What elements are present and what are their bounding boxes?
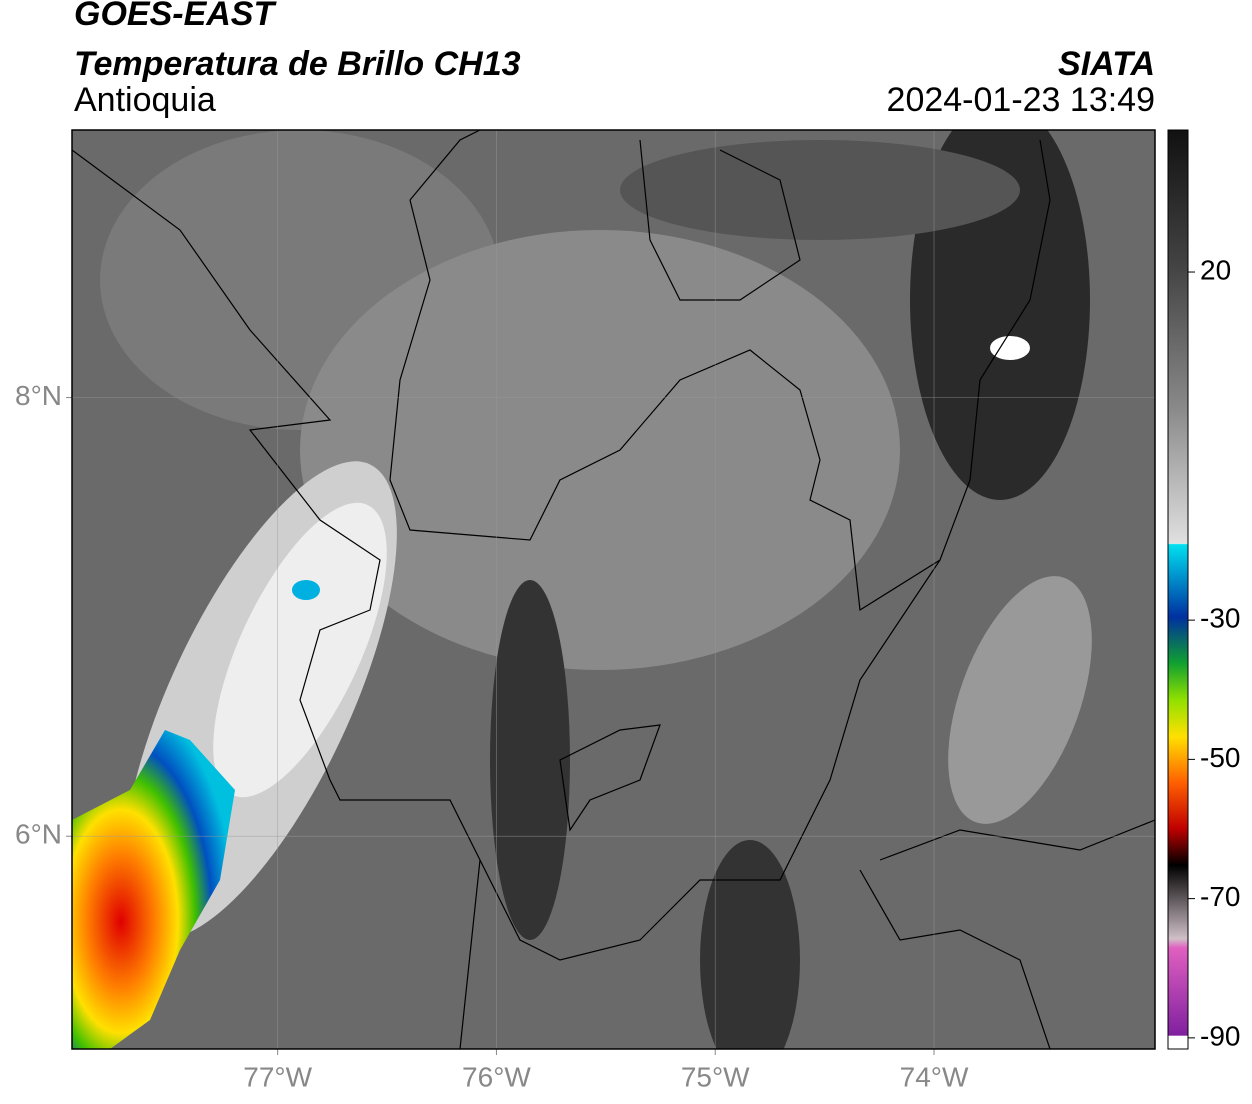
x-tick-label: 75°W xyxy=(681,1061,750,1092)
graticule xyxy=(66,130,1155,1055)
source: SIATA xyxy=(1058,45,1155,83)
subtitle: Temperatura de Brillo CH13 xyxy=(74,45,521,83)
timestamp: 2024-01-23 13:49 xyxy=(887,81,1155,119)
region: Antioquia xyxy=(74,81,216,119)
colorbar-tick-label: 20 xyxy=(1200,254,1231,285)
x-tick-label: 76°W xyxy=(462,1061,531,1092)
map-frame xyxy=(71,129,1156,1050)
map-image xyxy=(72,130,1155,1049)
colorbar-tick-label: -90 xyxy=(1200,1020,1240,1051)
colorbar-tick-label: -30 xyxy=(1200,603,1240,634)
y-tick-label: 8°N xyxy=(15,380,62,411)
colorbar xyxy=(1167,129,1189,1050)
x-tick-label: 74°W xyxy=(900,1061,969,1092)
colorbar-tick-label: -50 xyxy=(1200,742,1240,773)
x-tick-label: 77°W xyxy=(243,1061,312,1092)
title: GOES-EAST xyxy=(74,0,277,33)
colorbar-tick-label: -70 xyxy=(1200,881,1240,912)
y-tick-label: 6°N xyxy=(15,819,62,850)
